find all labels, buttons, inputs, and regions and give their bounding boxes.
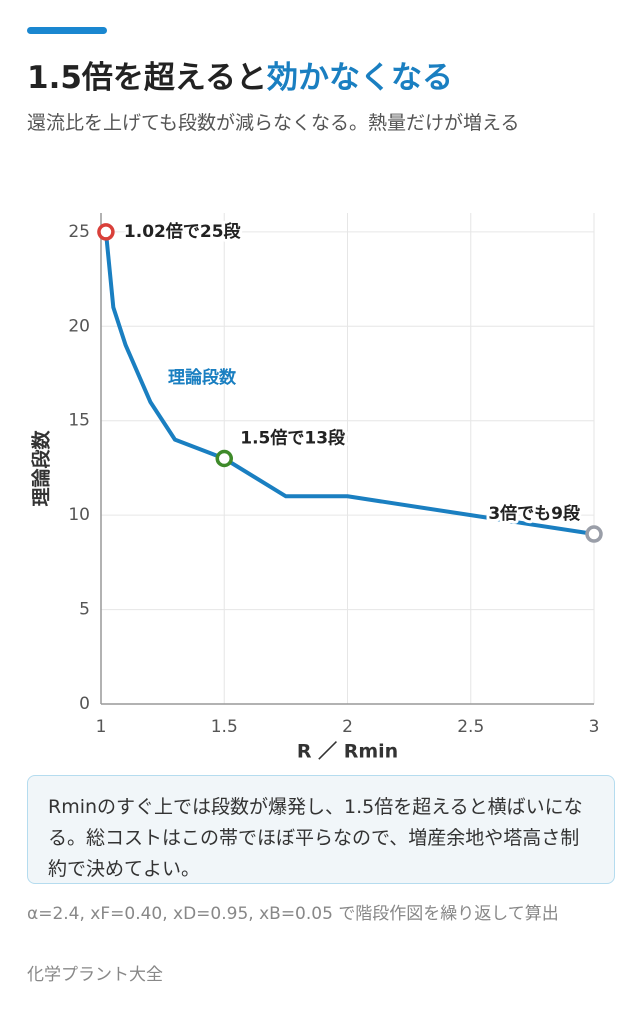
x-tick-label: 3	[589, 717, 600, 737]
series-line	[103, 231, 595, 537]
y-axis-label: 理論段数	[30, 430, 53, 507]
x-tick-label: 2	[342, 717, 353, 737]
source: 化学プラント大全	[27, 965, 163, 985]
y-tick-label: 15	[68, 411, 90, 431]
x-axis-label: R ／ Rmin	[297, 740, 398, 763]
title-highlight: 効かなくなる	[267, 60, 453, 96]
annotation-label: 1.02倍で25段	[124, 221, 242, 242]
header-bar	[27, 27, 107, 34]
x-tick-label: 2.5	[457, 717, 484, 737]
y-tick-label: 5	[79, 600, 90, 620]
title: 1.5倍を超えると効かなくなる	[27, 52, 453, 97]
x-tick-label: 1	[96, 717, 107, 737]
title-text: 1.5倍を超えると	[27, 60, 267, 96]
annotation-marker	[215, 449, 233, 468]
annotation-marker	[585, 525, 603, 543]
x-tick-label: 1.5	[211, 717, 238, 737]
note: Rminのすぐ上では段数が爆発し、1.5倍を超えると横ばいになる。総コストはこの…	[27, 775, 615, 884]
y-tick-label: 20	[68, 316, 90, 336]
y-tick-label: 25	[68, 222, 90, 242]
annotation-label: 1.5倍で13段	[240, 428, 346, 449]
footnote: α=2.4, xF=0.40, xD=0.95, xB=0.05 で階段作図を繰…	[27, 904, 559, 924]
y-tick-label: 0	[79, 694, 90, 714]
annotation-label: 3倍でも9段	[488, 503, 581, 524]
series-label: 理論段数	[168, 367, 237, 388]
y-tick-label: 10	[68, 505, 90, 525]
annotation-marker	[97, 223, 115, 241]
subtitle: 還流比を上げても段数が減らなくなる。熱量だけが増える	[27, 112, 520, 134]
